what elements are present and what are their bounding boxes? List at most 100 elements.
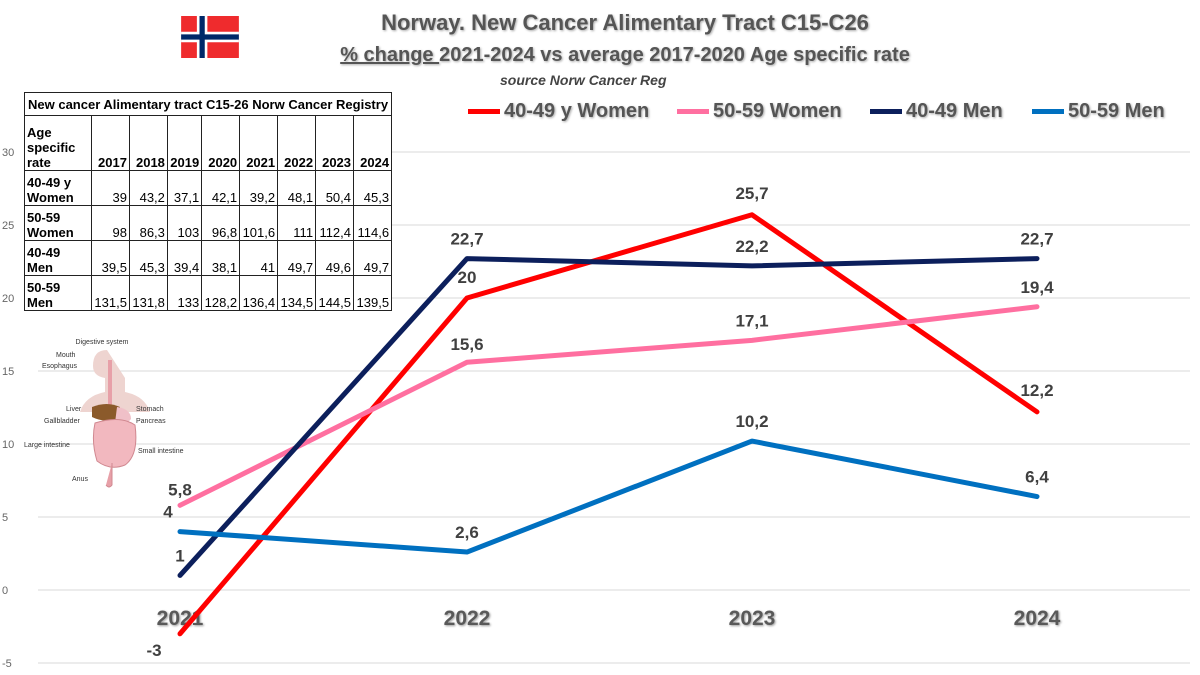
table-cell: 101,6 <box>239 205 279 241</box>
chart-subtitle: % change 2021-2024 vs average 2017-2020 … <box>250 44 1000 67</box>
data-label: 4 <box>163 503 173 522</box>
year-header: 2024 <box>353 115 393 171</box>
table-row: 40-49 Men 39,5 45,3 39,4 38,1 41 49,7 49,6 49,7 <box>24 240 393 276</box>
data-label: 10,2 <box>735 412 768 431</box>
legend-label: 40-49 y Women <box>504 100 650 122</box>
legend-item-50-59-men: 50-59 Men <box>1032 100 1165 123</box>
table-cell: 128,2 <box>201 275 241 311</box>
y-tick-label: 5 <box>2 512 8 524</box>
table-row: 50-59 Women 98 86,3 103 96,8 101,6 111 112,4 114… <box>24 205 393 241</box>
table-cell: 42,1 <box>201 170 241 206</box>
table-cell: 45,3 <box>128 240 168 276</box>
norway-flag-icon <box>181 16 239 58</box>
legend-label: 50-59 Women <box>713 100 842 122</box>
table-cell: 103 <box>166 205 203 241</box>
illustration-label: Pancreas <box>136 418 166 425</box>
y-tick-label: 25 <box>2 220 14 232</box>
x-tick-label: 2024 <box>1014 607 1061 630</box>
y-tick-label: 15 <box>2 366 14 378</box>
legend-swatch <box>870 109 902 114</box>
table-cell: 131,5 <box>91 275 130 311</box>
table-cell: 43,2 <box>128 170 168 206</box>
table-cell: 39,5 <box>91 240 130 276</box>
illustration-label: Esophagus <box>42 363 78 370</box>
table-cell: 139,5 <box>353 275 393 311</box>
table-cell: 136,4 <box>239 275 279 311</box>
year-header: 2020 <box>201 115 241 171</box>
table-cell: 96,8 <box>201 205 241 241</box>
y-tick-label: -5 <box>2 658 12 670</box>
table-header-row: Age specific rate 2017 2018 2019 2020 20… <box>24 115 393 171</box>
subtitle-underlined: % change <box>340 44 440 66</box>
year-header: 2023 <box>315 115 355 171</box>
table-cell: 144,5 <box>315 275 355 311</box>
table-row: 40-49 y Women 39 43,2 37,1 42,1 39,2 48,1 50,4 4… <box>24 170 393 206</box>
data-label: 22,2 <box>735 237 768 256</box>
x-tick-label: 2022 <box>444 607 491 630</box>
illustration-label: Gallbladder <box>44 418 80 425</box>
table-cell: 49,7 <box>353 240 393 276</box>
table-cell: 48,1 <box>277 170 317 206</box>
row-label: 40-49 y Women <box>24 170 92 206</box>
y-tick-label: 10 <box>2 439 14 451</box>
legend-swatch <box>468 109 500 114</box>
legend-item-40-49-women: 40-49 y Women <box>468 100 649 123</box>
year-header: 2022 <box>277 115 317 171</box>
table-cell: 86,3 <box>128 205 168 241</box>
data-label: 15,6 <box>450 335 483 354</box>
table-cell: 131,8 <box>128 275 168 311</box>
data-label: 22,7 <box>1020 230 1053 249</box>
illustration-label: Large intestine <box>24 442 70 449</box>
table-cell: 39,4 <box>166 240 203 276</box>
year-header: 2018 <box>128 115 168 171</box>
table-cell: 133 <box>166 275 203 311</box>
illustration-label: Small intestine <box>138 448 184 455</box>
legend-swatch <box>677 109 709 114</box>
x-tick-label: 2021 <box>157 607 204 630</box>
table-corner: Age specific rate <box>24 115 92 171</box>
data-label: 1 <box>175 546 184 565</box>
data-label: -3 <box>146 641 161 660</box>
series-line-3 <box>177 438 1040 555</box>
series-line-1 <box>177 304 1040 508</box>
legend-swatch <box>1032 109 1064 114</box>
table-cell: 134,5 <box>277 275 317 311</box>
data-label: 22,7 <box>450 230 483 249</box>
source-note: source Norw Cancer Reg <box>500 72 667 88</box>
row-label: 50-59 Men <box>24 275 92 311</box>
series-line-2 <box>177 256 1040 578</box>
illustration-label: Mouth <box>56 352 76 359</box>
illustration-label: Stomach <box>136 406 164 413</box>
table-cell: 39,2 <box>239 170 279 206</box>
row-label: 50-59 Women <box>24 205 92 241</box>
illustration-title: Digestive system <box>76 339 129 346</box>
table-cell: 45,3 <box>353 170 393 206</box>
subtitle-rest: 2021-2024 vs average 2017-2020 Age speci… <box>439 44 910 66</box>
table-cell: 37,1 <box>166 170 203 206</box>
illustration-label: Anus <box>72 476 88 483</box>
data-label: 6,4 <box>1025 468 1049 487</box>
table-cell: 98 <box>91 205 130 241</box>
data-label: 5,8 <box>168 480 192 499</box>
y-tick-label: 0 <box>2 585 8 597</box>
data-label: 12,2 <box>1020 381 1053 400</box>
legend-label: 50-59 Men <box>1068 100 1165 122</box>
year-header: 2017 <box>91 115 130 171</box>
table-caption: New cancer Alimentary tract C15-26 Norw … <box>23 92 393 116</box>
table-cell: 41 <box>239 240 279 276</box>
row-label: 40-49 Men <box>24 240 92 276</box>
chart-title: Norway. New Cancer Alimentary Tract C15-… <box>381 10 869 35</box>
table-cell: 114,6 <box>353 205 393 241</box>
rates-table: New cancer Alimentary tract C15-26 Norw … <box>23 92 393 311</box>
y-tick-label: 30 <box>2 147 14 159</box>
legend-item-50-59-women: 50-59 Women <box>677 100 842 123</box>
table-cell: 38,1 <box>201 240 241 276</box>
legend-label: 40-49 Men <box>906 100 1003 122</box>
data-label: 20 <box>458 268 477 287</box>
data-label: 19,4 <box>1020 278 1054 297</box>
table-cell: 50,4 <box>315 170 355 206</box>
y-tick-label: 20 <box>2 293 14 305</box>
data-label: 2,6 <box>455 523 479 542</box>
